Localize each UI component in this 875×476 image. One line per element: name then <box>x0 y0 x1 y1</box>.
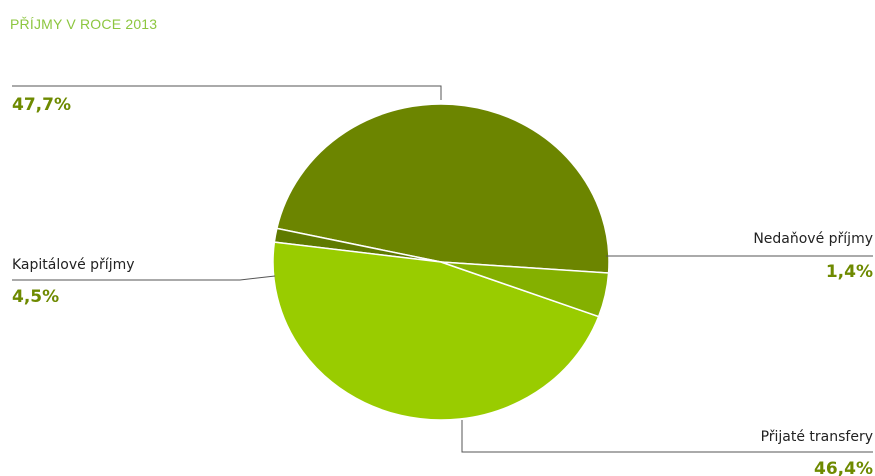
leader-line <box>12 85 442 100</box>
slice-percentage: 47,7% <box>12 95 71 115</box>
pie-slices <box>272 103 610 421</box>
pie-slice <box>440 261 610 318</box>
leader-line <box>461 420 873 453</box>
leader-lines <box>12 85 873 453</box>
chart-title: PŘÍJMY V ROCE 2013 <box>10 16 158 32</box>
slice-label: Nedaňové příjmy <box>753 231 873 247</box>
leader-line <box>12 275 276 281</box>
slice-percentage: 1,4% <box>826 262 873 282</box>
slice-label: Přijaté transfery <box>761 429 873 445</box>
slice-percentage: 4,5% <box>12 287 59 307</box>
slice-percentage: 46,4% <box>814 459 873 476</box>
slice-labels: 47,7% Nedaňové příjmy 1,4% Přijaté transfer… <box>12 95 873 476</box>
pie-slice <box>272 241 600 421</box>
pie-slice <box>275 103 610 274</box>
slice-label: Kapitálové příjmy <box>12 257 135 273</box>
